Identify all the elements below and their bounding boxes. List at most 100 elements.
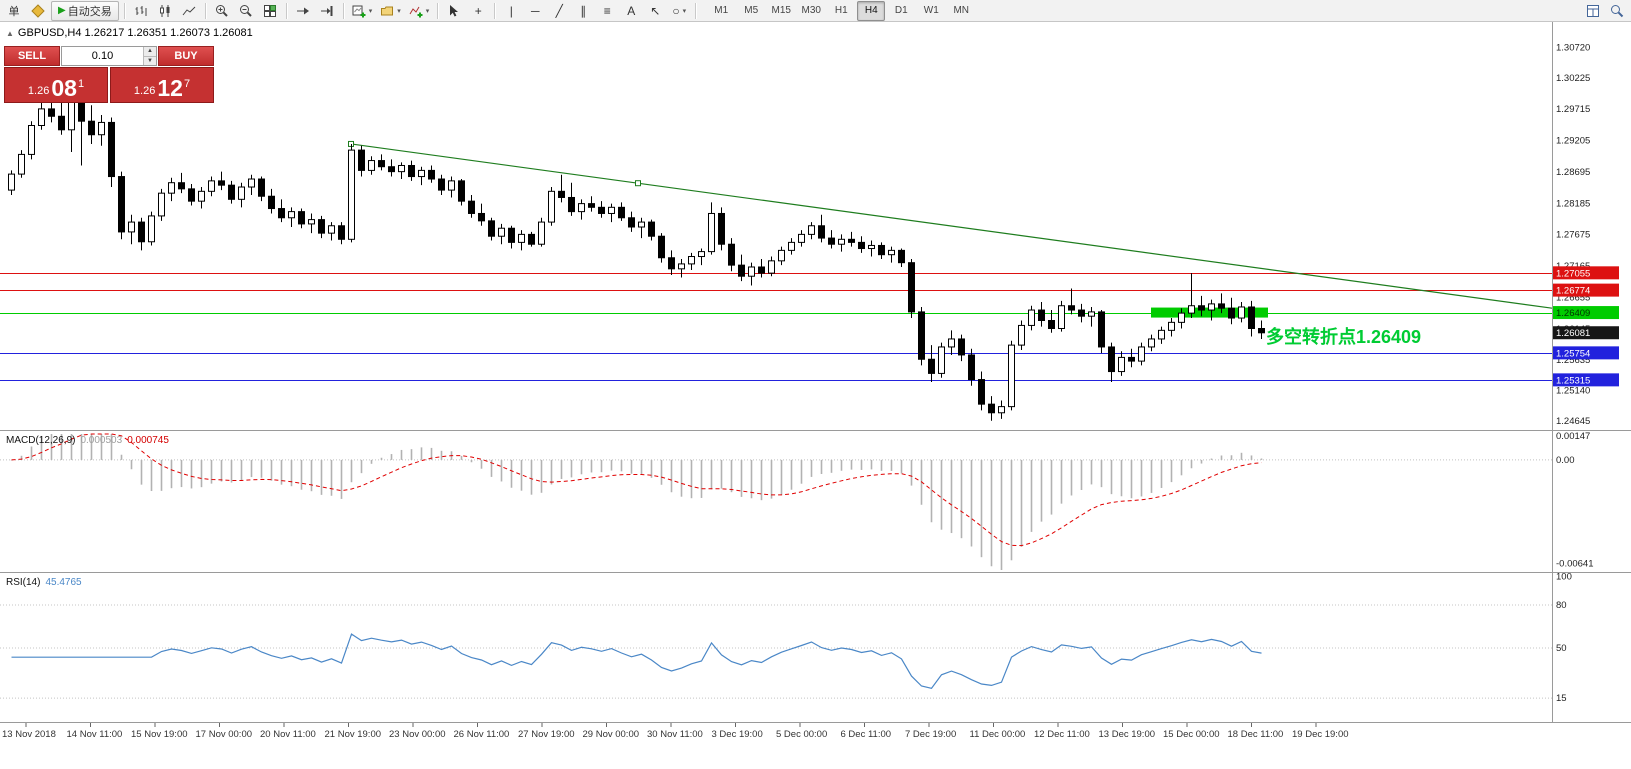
svg-text:1.27055: 1.27055 [1556,268,1590,279]
svg-text:1.30225: 1.30225 [1556,73,1590,84]
autotrading-button[interactable]: ▶ 自动交易 [51,0,119,21]
svg-text:-0.00641: -0.00641 [1556,559,1594,570]
svg-text:0.00147: 0.00147 [1556,431,1590,442]
pane-separators [0,22,1631,723]
channel-button[interactable]: ∥ [580,3,587,18]
layout-icon[interactable] [1582,1,1604,21]
symbol-info: ▲ GBPUSD,H4 1.26217 1.26351 1.26073 1.26… [6,27,253,39]
autoscroll-button[interactable] [292,1,314,21]
svg-text:5 Dec 00:00: 5 Dec 00:00 [776,729,827,740]
sell-button[interactable]: SELL [4,46,60,66]
one-click-toggle-icon[interactable]: ▲ [6,28,14,38]
svg-text:1.27675: 1.27675 [1556,230,1590,241]
timeframe-mn-button[interactable]: MN [953,5,970,16]
toolbar-separator [437,2,439,19]
candlestick-chart-button[interactable] [154,1,176,21]
svg-text:6 Dec 11:00: 6 Dec 11:00 [841,729,892,740]
lot-value[interactable]: 0.10 [91,50,114,62]
svg-text:15 Dec 00:00: 15 Dec 00:00 [1163,729,1220,740]
buy-button[interactable]: BUY [158,46,214,66]
svg-text:1.26409: 1.26409 [1556,308,1590,319]
rsi-line [11,633,1262,689]
svg-text:15 Nov 19:00: 15 Nov 19:00 [131,729,188,740]
timeframe-w1-button[interactable]: W1 [923,5,939,16]
trendline-object[interactable] [348,140,1553,309]
text-button[interactable]: A [627,3,636,18]
rsi-indicator-label: RSI(14) 45.4765 [6,577,82,588]
fibonacci-button[interactable]: ≡ [603,3,611,18]
new-chart-button[interactable]: ▾ [349,1,376,21]
chevron-down-icon: ▾ [425,7,430,15]
sell-price-box[interactable]: 1.26 08 1 [4,67,108,103]
arrow-tool-button[interactable]: ↖ [650,3,661,18]
svg-text:1.25635: 1.25635 [1556,355,1590,366]
chevron-down-icon: ▾ [682,7,687,15]
buy-price-point: 7 [183,78,191,90]
svg-text:29 Nov 00:00: 29 Nov 00:00 [583,729,640,740]
svg-text:1.30720: 1.30720 [1556,42,1590,53]
indicators-button[interactable]: ▾ [406,1,433,21]
zoom-in-button[interactable] [211,1,233,21]
lot-size-input[interactable]: 0.10 ▲ ▼ [61,46,157,66]
trendline-button[interactable]: ╱ [555,3,563,18]
svg-text:1.26081: 1.26081 [1556,328,1590,339]
svg-text:1.28185: 1.28185 [1556,198,1590,209]
line-chart-button[interactable] [178,1,200,21]
play-icon: ▶ [58,4,66,16]
buy-price-pips: 12 [157,75,183,101]
new-order-button[interactable]: 单 [3,1,25,21]
svg-text:100: 100 [1556,571,1572,582]
timeframe-d1-button[interactable]: D1 [894,5,908,16]
time-axis[interactable]: 13 Nov 2018 14 Nov 11:00 15 Nov 19:00 17 No… [2,723,1349,740]
turning-point-annotation[interactable]: 多空转折点1.26409 [1266,327,1422,347]
svg-text:1.25315: 1.25315 [1556,375,1590,386]
svg-text:23 Nov 00:00: 23 Nov 00:00 [389,729,446,740]
zoom-out-button[interactable] [235,1,257,21]
stepper-down-icon[interactable]: ▼ [144,56,156,65]
timeframe-h4-button[interactable]: H4 [857,0,886,21]
svg-text:12 Dec 11:00: 12 Dec 11:00 [1034,729,1090,740]
timeframe-m30-button[interactable]: M30 [801,5,821,16]
stepper-up-icon[interactable]: ▲ [144,47,156,57]
toolbar-separator [494,2,496,19]
horizontal-line-objects[interactable] [0,273,1552,381]
macd-name: MACD(12,26,9) [6,435,76,446]
macd-signal-line [11,433,1262,547]
autotrading-label: 自动交易 [67,5,112,18]
vertical-line-button[interactable]: | [509,3,513,18]
bar-chart-button[interactable] [130,1,152,21]
lot-stepper[interactable]: ▲ ▼ [143,47,156,65]
timeframe-m15-button[interactable]: M15 [771,5,791,16]
rsi-value: 45.4765 [45,577,82,588]
chart-shift-button[interactable] [316,1,338,21]
timeframe-m5-button[interactable]: M5 [744,5,759,16]
buy-price-main: 1.26 [133,85,156,97]
timeframe-m1-button[interactable]: M1 [714,5,729,16]
cursor-button[interactable] [443,1,465,21]
shapes-button[interactable]: ○ ▾ [672,3,687,18]
toolbar-separator [123,2,125,19]
svg-text:1.29715: 1.29715 [1556,104,1590,115]
price-axis-labels[interactable]: 1.30720 1.30225 1.29715 1.29205 1.28695 1.281… [1556,42,1590,427]
svg-text:3 Dec 19:00: 3 Dec 19:00 [712,729,763,740]
svg-text:19 Dec 19:00: 19 Dec 19:00 [1292,729,1349,740]
price-chart[interactable]: 1.30720 1.30225 1.29715 1.29205 1.28695 1.281… [0,22,1631,769]
svg-text:11 Dec 00:00: 11 Dec 00:00 [970,729,1026,740]
chart-area: 1.30720 1.30225 1.29715 1.29205 1.28695 1.281… [0,22,1631,769]
chevron-down-icon: ▾ [368,7,373,15]
crosshair-button[interactable]: + [474,3,482,18]
symbol-ohlc-text: GBPUSD,H4 1.26217 1.26351 1.26073 1.2608… [17,27,253,39]
tile-windows-button[interactable] [259,1,281,21]
buy-price-box[interactable]: 1.26 12 7 [110,67,214,103]
profiles-button[interactable]: ▾ [377,1,404,21]
svg-text:13 Nov 2018: 13 Nov 2018 [2,729,56,740]
rsi-pane: 100 80 50 15 [0,571,1572,704]
macd-indicator-label: MACD(12,26,9) 0.000503 0.000745 [6,435,169,446]
timeframe-h1-button[interactable]: H1 [834,5,848,16]
macd-main-value: 0.000503 [80,435,123,446]
turning-point-box[interactable] [1151,307,1268,318]
search-icon[interactable] [1606,1,1628,21]
svg-text:80: 80 [1556,600,1567,611]
market-watch-icon[interactable] [27,1,49,21]
horizontal-line-button[interactable]: ─ [530,3,540,18]
